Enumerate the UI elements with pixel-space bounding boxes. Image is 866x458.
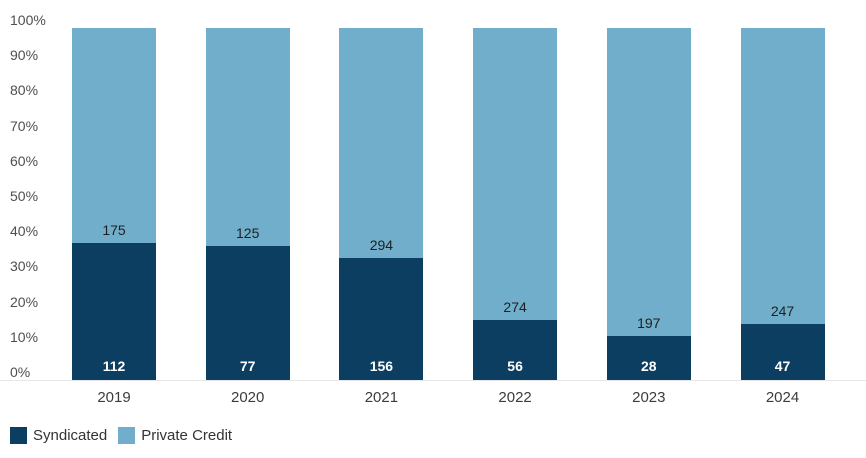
segment-syndicated-2024: 47 xyxy=(740,323,825,380)
value-label-syndicated: 77 xyxy=(239,357,256,374)
y-tick-label: 90% xyxy=(10,47,39,64)
x-axis-baseline xyxy=(0,380,866,381)
value-label-syndicated: 47 xyxy=(774,357,791,374)
y-tick-label: 70% xyxy=(10,117,39,134)
legend-label: Syndicated xyxy=(33,427,108,444)
value-label-private-credit: 175 xyxy=(102,221,126,238)
legend-item-private-credit: Private Credit xyxy=(118,427,232,444)
segment-syndicated-2019: 112 xyxy=(72,242,156,380)
y-tick-label: 50% xyxy=(10,188,39,204)
value-label-syndicated: 56 xyxy=(507,357,523,374)
x-category-label: 2021 xyxy=(364,389,399,406)
x-category-label: 2022 xyxy=(498,389,532,406)
bar-2020: 125 77 xyxy=(205,28,290,380)
bar-2022: 274 56 xyxy=(473,28,558,380)
value-label-private-credit: 274 xyxy=(503,299,527,316)
x-category-label: 2023 xyxy=(632,389,666,406)
value-label-private-credit: 247 xyxy=(770,302,795,319)
y-tick-label: 0% xyxy=(10,364,31,380)
segment-private-credit-2021: 294 xyxy=(339,28,424,258)
bar-2021: 294 156 xyxy=(339,28,424,380)
value-label-private-credit: 294 xyxy=(369,236,394,253)
segment-private-credit-2024: 247 xyxy=(740,28,825,324)
y-tick-label: 40% xyxy=(10,223,39,240)
bar-2024: 247 47 xyxy=(740,28,825,380)
bar-2019: 175 112 xyxy=(72,28,156,380)
y-tick-label: 20% xyxy=(10,293,39,310)
segment-syndicated-2023: 28 xyxy=(606,336,691,380)
segment-syndicated-2020: 77 xyxy=(205,245,290,380)
legend: Syndicated Private Credit xyxy=(10,427,232,444)
segment-syndicated-2022: 56 xyxy=(473,320,558,380)
legend-swatch-icon xyxy=(10,427,27,444)
value-label-syndicated: 112 xyxy=(102,357,126,374)
segment-private-credit-2019: 175 xyxy=(72,28,156,243)
value-label-private-credit: 125 xyxy=(236,224,260,241)
legend-label: Private Credit xyxy=(141,427,233,444)
y-tick-label: 10% xyxy=(10,328,39,345)
value-label-private-credit: 197 xyxy=(637,315,661,332)
x-category-label: 2019 xyxy=(97,389,131,406)
x-category-label: 2020 xyxy=(231,389,265,406)
value-label-syndicated: 156 xyxy=(369,357,394,374)
value-label-syndicated: 28 xyxy=(641,357,657,374)
y-tick-label: 60% xyxy=(10,152,39,169)
x-category-label: 2024 xyxy=(765,389,800,406)
segment-private-credit-2022: 274 xyxy=(473,28,558,321)
y-tick-label: 80% xyxy=(10,82,39,99)
legend-swatch-icon xyxy=(118,427,136,444)
segment-private-credit-2020: 125 xyxy=(205,28,290,246)
legend-item-syndicated: Syndicated xyxy=(10,427,107,444)
segment-private-credit-2023: 197 xyxy=(606,28,691,337)
y-tick-label: 30% xyxy=(10,258,39,275)
segment-syndicated-2021: 156 xyxy=(339,257,424,380)
y-tick-label: 100% xyxy=(10,12,46,28)
bar-2023: 197 28 xyxy=(606,28,691,380)
